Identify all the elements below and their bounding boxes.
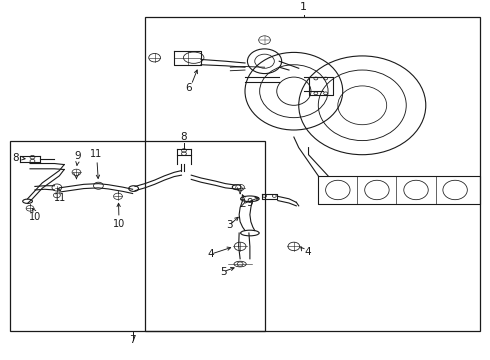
Text: 8: 8	[13, 153, 19, 163]
Text: 9: 9	[74, 151, 81, 161]
Text: 11: 11	[90, 149, 102, 159]
Text: 11: 11	[54, 193, 67, 203]
Text: 3: 3	[226, 220, 233, 230]
Text: 8: 8	[181, 132, 187, 142]
Bar	[10, 141, 265, 331]
Text: 2: 2	[239, 199, 246, 209]
Text: 10: 10	[29, 212, 41, 222]
Text: 6: 6	[186, 83, 192, 93]
Text: 4: 4	[207, 249, 214, 259]
Text: 1: 1	[300, 2, 307, 12]
Text: 9: 9	[246, 198, 253, 208]
Text: 5: 5	[220, 267, 226, 277]
Text: 4: 4	[305, 247, 311, 257]
Bar	[145, 17, 480, 331]
Text: 7: 7	[129, 335, 136, 345]
Text: 10: 10	[113, 219, 125, 229]
